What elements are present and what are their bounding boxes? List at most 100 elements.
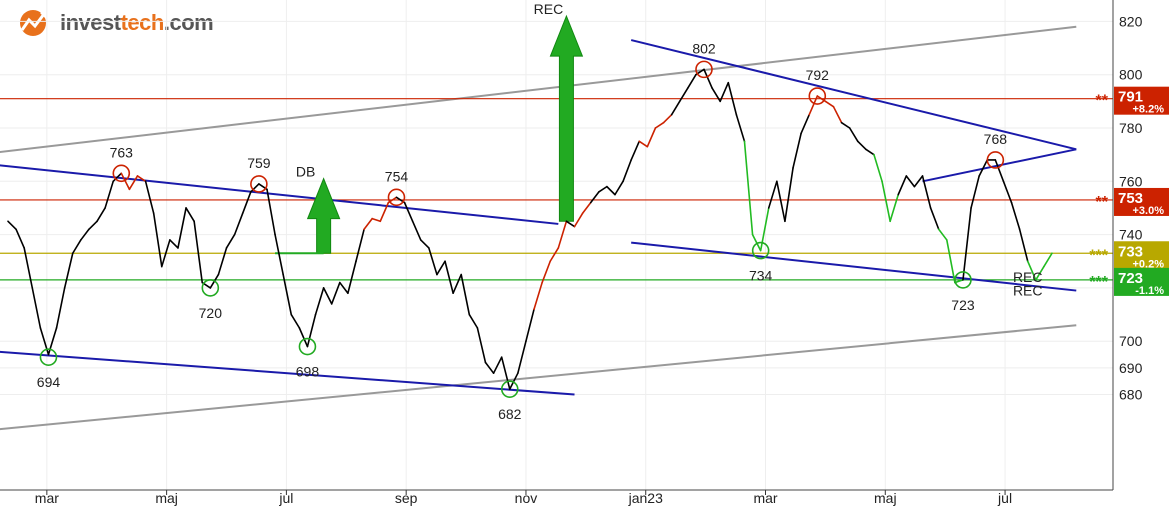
pivot-label: 802 [692,40,716,56]
price-segment [970,175,980,209]
y-tick-label: 760 [1119,173,1143,189]
price-segment [330,281,341,305]
price-segment [646,127,657,148]
pivot-circle [808,87,827,105]
price-segment [687,73,697,89]
price-segment [225,233,236,249]
price-segment [88,220,98,231]
price-segment [274,233,284,276]
price-segment [808,95,819,116]
pivot-label: 723 [951,297,975,313]
pivot-label: 694 [37,374,61,390]
price-segment [233,212,244,236]
trend-line [631,241,1077,292]
price-segment [185,207,195,223]
y-tick-label: 690 [1119,360,1143,376]
price-segment [913,175,924,188]
price-segment [767,180,778,209]
level-stars: *** [1089,247,1108,264]
price-segment [144,180,155,215]
level-badge-value: 723 [1118,270,1143,287]
signal-arrows: DB REC [275,1,584,255]
price-segment [873,153,883,183]
price-segment [662,113,673,124]
pivot-label: 682 [498,406,522,422]
pivot-circle [298,337,317,356]
price-segment [929,207,940,231]
pivot-label: 754 [385,168,409,184]
price-segment [978,159,989,177]
price-segment [848,127,859,143]
pivot-label: 759 [247,155,271,171]
price-segment [840,121,851,129]
y-tick-label: 680 [1119,387,1143,403]
level-stars: ** [1096,194,1109,211]
price-segment [403,201,414,223]
price-segment [460,273,471,316]
price-segment [266,188,276,236]
price-segment [1018,228,1029,263]
x-tick-label: nov [515,490,538,506]
outer-channel-line [0,324,1077,431]
level-stars: ** [1096,93,1109,110]
price-segment [306,313,317,348]
signal-arrow [306,177,341,254]
x-tick-label: mar [35,490,59,506]
price-annotations: 694 763 720 759 698 754 682 802 734 792 723 768 RECR… [37,40,1043,422]
level-badge-change: +0.2% [1133,258,1165,270]
price-segment [606,185,616,196]
pivot-circle [112,164,131,183]
price-segment [525,308,535,343]
y-tick-label: 700 [1119,333,1143,349]
price-segment [541,260,552,284]
level-badge-change: +8.2% [1133,104,1165,116]
price-segment [436,260,446,276]
price-segment [557,220,568,249]
price-segment [177,207,187,249]
price-segment [784,167,794,223]
price-segment [703,68,713,89]
trend-line [0,350,575,396]
trend-line [0,164,559,225]
brand-logo[interactable]: investtech.com [18,8,214,38]
signal-label: REC [1013,283,1043,299]
level-badge-change: -1.1% [1135,285,1164,297]
price-segment [282,273,293,316]
price-segment [832,105,843,124]
price-segment [112,172,123,183]
pivot-label: 698 [296,364,320,380]
price-segment [670,100,681,116]
price-segment [484,361,495,374]
level-badge-value: 753 [1118,190,1143,207]
price-segment [1002,180,1013,204]
x-tick-label: jan23 [628,490,663,506]
price-series [7,68,1053,390]
signal-label: REC [534,1,564,17]
trend-line [630,39,1077,151]
price-segment [249,183,260,193]
price-segment [96,207,106,223]
price-segment [419,239,430,249]
level-badge-value: 791 [1118,89,1143,106]
pivot-circle [250,175,268,193]
pivot-circle [695,60,713,79]
price-segment [444,260,454,295]
price-segment [31,287,42,329]
signal-arrow [549,14,584,222]
y-tick-label: 820 [1119,13,1143,29]
x-tick-label: jul [997,490,1012,506]
price-segment [71,239,82,255]
price-segment [411,220,422,241]
price-segment [994,159,1005,183]
trend-lines [0,39,1077,396]
grid [0,0,1113,490]
price-segment [743,140,754,236]
level-badge [1114,86,1169,115]
price-segment [241,191,252,215]
price-segment [654,121,665,129]
price-segment [363,217,373,231]
price-segment [1043,252,1053,268]
price-segment [476,327,487,364]
price-segment [104,180,115,209]
